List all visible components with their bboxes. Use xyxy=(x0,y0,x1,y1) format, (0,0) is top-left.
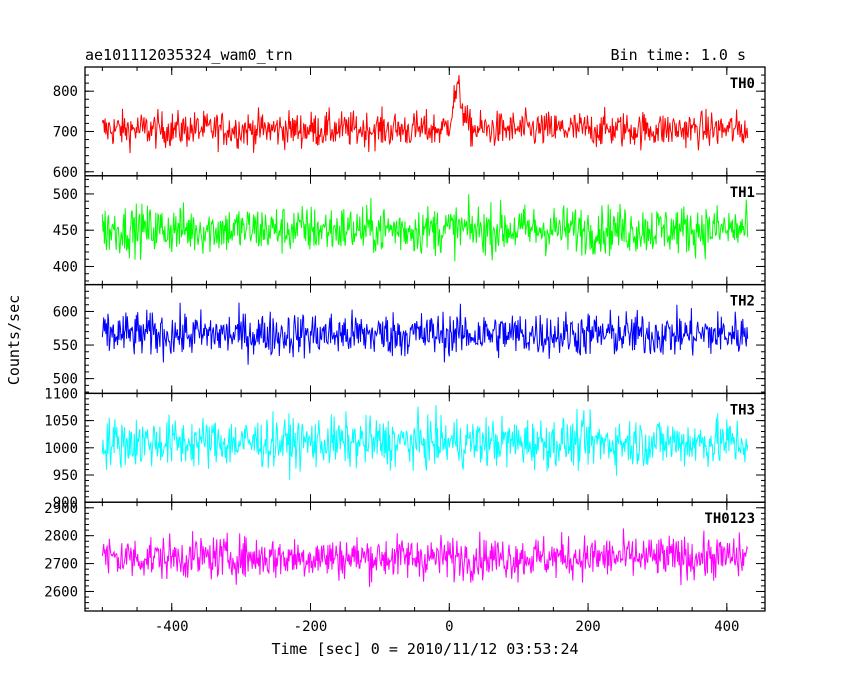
panel-th2: 500 550 600 TH2 xyxy=(53,283,766,395)
y-tick-label: 1100 xyxy=(44,386,78,402)
y-tick-label: 2700 xyxy=(44,557,78,573)
y-tick-label: 500 xyxy=(53,187,78,203)
panel-label: TH3 xyxy=(730,402,755,418)
y-tick-label: 1000 xyxy=(44,441,78,457)
panel-label: TH1 xyxy=(730,185,755,201)
series-th0 xyxy=(101,74,749,154)
y-axis-title: Counts/sec xyxy=(5,295,23,385)
x-tick-label: 400 xyxy=(714,619,739,635)
panel-label: TH0 xyxy=(730,76,755,92)
series-th0123 xyxy=(101,528,749,587)
source-title: ae101112035324_wam0_trn xyxy=(85,46,293,64)
panel-frame xyxy=(84,501,766,612)
y-tick-label: 600 xyxy=(53,165,78,181)
x-tick-label: -400 xyxy=(155,619,189,635)
y-tick-label: 2600 xyxy=(44,584,78,600)
series-th3 xyxy=(101,405,749,481)
series-th2 xyxy=(101,302,749,365)
y-tick-label: 500 xyxy=(53,372,78,388)
x-tick-label: 200 xyxy=(575,619,600,635)
x-tick-label: 0 xyxy=(445,619,453,635)
y-tick-label: 550 xyxy=(53,338,78,354)
y-tick-label: 1050 xyxy=(44,414,78,430)
y-tick-label: 600 xyxy=(53,304,78,320)
y-tick-label: 450 xyxy=(53,223,78,239)
panel-th0: 600 700 800 TH0 xyxy=(53,66,766,181)
y-tick-label: 700 xyxy=(53,124,78,140)
panel-th0123: 2600 2700 2800 2900 TH0123 xyxy=(44,501,766,612)
y-tick-label: 2900 xyxy=(44,501,78,517)
y-tick-label: 400 xyxy=(53,259,78,275)
y-tick-label: 950 xyxy=(53,468,78,484)
x-tick-label: -200 xyxy=(294,619,328,635)
x-axis-title: Time [sec] 0 = 2010/11/12 03:53:24 xyxy=(271,640,578,658)
panel-label: TH2 xyxy=(730,294,755,310)
bin-time-label: Bin time: 1.0 s xyxy=(611,46,746,64)
panel-th3: 900 950 1000 1050 1100 TH3 xyxy=(44,386,766,511)
panel-label: TH0123 xyxy=(704,511,755,527)
y-tick-label: 2800 xyxy=(44,529,78,545)
y-tick-label: 800 xyxy=(53,84,78,100)
series-th1 xyxy=(101,194,749,262)
panel-th1: 400 450 500 TH1 xyxy=(53,175,766,286)
y-tick-label: 900 xyxy=(53,495,78,511)
